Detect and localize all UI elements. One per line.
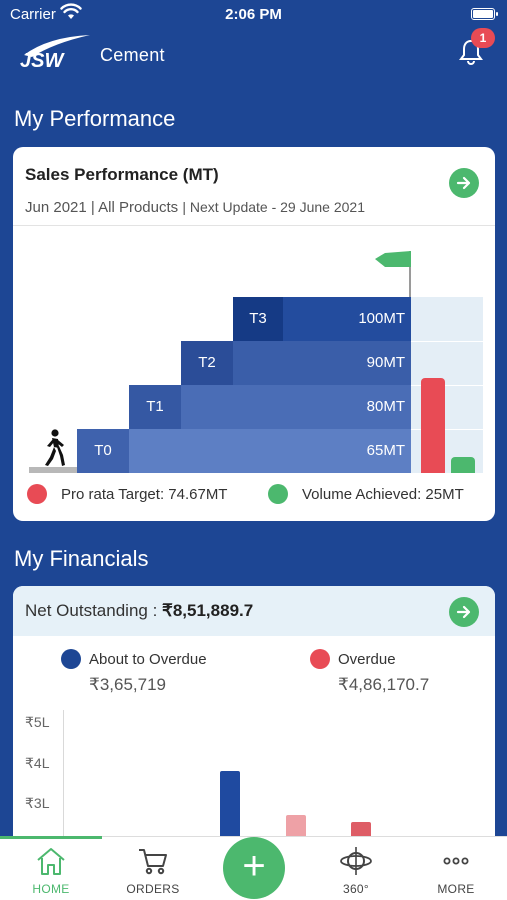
tier-label: T0 xyxy=(77,429,129,473)
logo-text: Cement xyxy=(100,45,165,65)
period-label: Jun 2021 | All Products xyxy=(25,199,179,216)
tab-360[interactable]: 360° xyxy=(305,837,407,900)
overdue-dot xyxy=(310,649,330,669)
carrier-label: Carrier xyxy=(10,6,56,23)
y-tick-label: ₹5L xyxy=(25,714,50,730)
performance-section-title: My Performance xyxy=(14,106,176,131)
y-axis xyxy=(63,710,64,846)
tier-label: T2 xyxy=(181,341,233,385)
active-tab-indicator xyxy=(0,836,102,839)
360-icon xyxy=(340,847,372,875)
flag-pole xyxy=(409,251,411,297)
about-to-overdue-bar xyxy=(220,771,240,846)
volume-achieved-bar xyxy=(451,457,475,473)
net-outstanding-value: ₹8,51,889.7 xyxy=(162,601,254,620)
battery-icon xyxy=(471,8,498,20)
tab-orders[interactable]: ORDERS xyxy=(102,837,204,900)
wifi-icon xyxy=(60,3,82,19)
tab-more[interactable]: MORE xyxy=(405,837,507,900)
status-bar: Carrier 2:06 PM xyxy=(0,0,507,30)
tab-label: MORE xyxy=(437,882,475,896)
tier-value: 80MT xyxy=(366,398,405,415)
tier-row-t0: T0 65MT xyxy=(77,429,411,473)
tier-row-t1: T1 80MT xyxy=(129,385,411,429)
y-tick-label: ₹4L xyxy=(25,755,50,771)
financials-card: Net Outstanding : ₹8,51,889.7 About to O… xyxy=(13,586,495,846)
tier-value: 65MT xyxy=(366,442,405,459)
jsw-logo-icon: JSW xyxy=(20,35,90,71)
net-outstanding-label: Net Outstanding : xyxy=(25,601,163,620)
clock: 2:06 PM xyxy=(225,6,282,23)
net-outstanding-header: Net Outstanding : ₹8,51,889.7 xyxy=(13,586,495,636)
pro-rata-legend-label: Pro rata Target: 74.67MT xyxy=(61,486,228,503)
about-to-overdue-amount: ₹3,65,719 xyxy=(89,675,166,694)
tab-label: ORDERS xyxy=(126,882,180,896)
more-icon xyxy=(443,857,469,865)
tab-label: 360° xyxy=(342,882,370,896)
svg-text:JSW: JSW xyxy=(20,50,65,71)
tier-row-t3: T3 100MT xyxy=(233,297,411,341)
about-to-overdue-dot xyxy=(61,649,81,669)
sales-details-button[interactable] xyxy=(449,168,479,198)
divider xyxy=(13,225,495,226)
home-icon xyxy=(37,848,65,875)
net-outstanding: Net Outstanding : ₹8,51,889.7 xyxy=(25,601,253,621)
tier-label: T1 xyxy=(129,385,181,429)
tab-label: HOME xyxy=(32,882,70,896)
ground-line xyxy=(29,467,77,473)
pro-rata-legend-dot xyxy=(27,484,47,504)
walking-person-icon xyxy=(45,429,65,466)
tier-value: 100MT xyxy=(358,310,405,327)
sales-performance-card: Sales Performance (MT) Jun 2021 | All Pr… xyxy=(13,147,495,521)
notification-badge: 1 xyxy=(471,28,495,48)
overdue-label: Overdue xyxy=(338,651,396,668)
y-tick-label: ₹3L xyxy=(25,795,50,811)
tier-label: T3 xyxy=(233,297,283,341)
pro-rata-target-bar xyxy=(421,378,445,473)
cart-icon xyxy=(139,849,167,875)
financials-section-title: My Financials xyxy=(14,546,149,571)
tab-home[interactable]: HOME xyxy=(0,837,102,900)
overdue-amount: ₹4,86,170.7 xyxy=(338,675,430,694)
arrow-right-icon xyxy=(456,176,471,190)
card-title: Sales Performance (MT) xyxy=(25,165,219,184)
about-to-overdue-label: About to Overdue xyxy=(89,651,207,668)
financials-details-button[interactable] xyxy=(449,597,479,627)
tier-row-t2: T2 90MT xyxy=(181,341,411,385)
tier-value: 90MT xyxy=(366,354,405,371)
add-button[interactable]: + xyxy=(223,837,285,899)
achieved-legend-dot xyxy=(268,484,288,504)
arrow-right-icon xyxy=(456,605,471,619)
goal-flag-icon xyxy=(375,251,411,267)
achieved-legend-label: Volume Achieved: 25MT xyxy=(302,486,464,503)
next-update-label: | Next Update - 29 June 2021 xyxy=(182,199,365,215)
period-subtitle: Jun 2021 | All Products | Next Update - … xyxy=(25,199,365,216)
